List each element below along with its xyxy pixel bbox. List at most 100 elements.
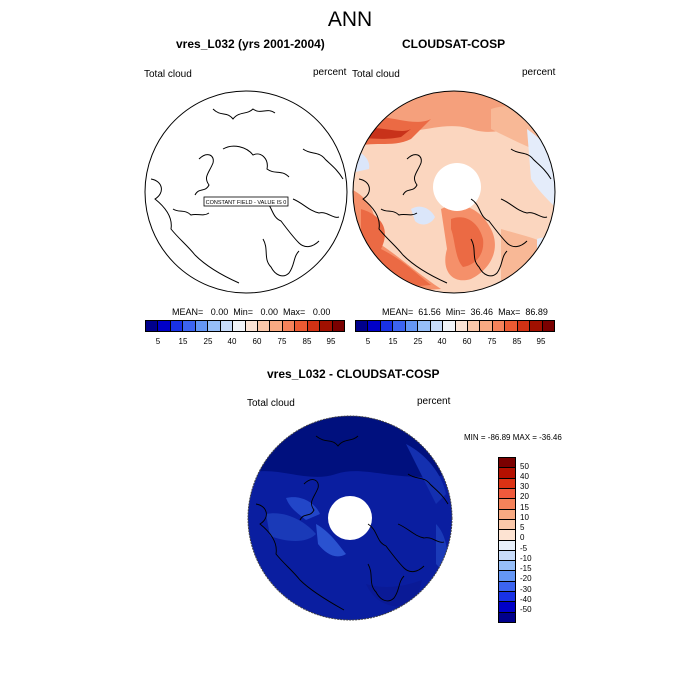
colorbar-tick-label: 85 xyxy=(302,337,312,346)
colorbar-swatch xyxy=(499,581,515,593)
colorbar-swatch xyxy=(499,550,515,562)
colorbar-swatch xyxy=(499,592,515,603)
colorbar-tick-label: 40 xyxy=(520,472,529,481)
coastline-lines xyxy=(358,148,552,284)
colorbar-tick-label: 15 xyxy=(178,337,188,346)
colorbar-swatch xyxy=(499,519,515,531)
colorbar-tick-label: -5 xyxy=(520,544,528,553)
colorbar-tick-label: 5 xyxy=(520,523,525,532)
panel-right-stats: MEAN= 61.56 Min= 36.46 Max= 86.89 xyxy=(382,307,548,317)
polar-hole xyxy=(328,496,372,540)
colorbar-tick-label: 15 xyxy=(520,503,529,512)
colorbar-swatch xyxy=(405,321,419,331)
colorbar-tick-label: 5 xyxy=(365,337,371,346)
colorbar-swatch xyxy=(443,321,456,331)
colorbar-swatch xyxy=(499,488,515,500)
colorbar-tick-label: 60 xyxy=(252,337,262,346)
colorbar-tick-label: 15 xyxy=(388,337,398,346)
colorbar-tick-label: 25 xyxy=(203,337,213,346)
colorbar-swatch xyxy=(517,321,531,331)
colorbar-swatch xyxy=(282,321,296,331)
colorbar-tick-label: 85 xyxy=(512,337,522,346)
coastline-lines xyxy=(150,108,344,284)
panel-diff-title: vres_L032 - CLOUDSAT-COSP xyxy=(267,367,440,381)
colorbar-swatch xyxy=(499,561,515,572)
colorbar-swatch xyxy=(295,321,308,331)
colorbar-swatch xyxy=(530,321,543,331)
colorbar-swatch xyxy=(158,321,171,331)
panel-left-units-label: percent xyxy=(313,67,347,78)
colorbar-tick-label: 5 xyxy=(155,337,161,346)
colorbar-swatch xyxy=(368,321,381,331)
colorbar-swatch xyxy=(418,321,431,331)
colorbar-swatch xyxy=(499,571,515,582)
colorbar-tick-label: 0 xyxy=(520,533,525,542)
colorbar-tick-label: 95 xyxy=(326,337,336,346)
panel-right-units-label: percent xyxy=(522,67,556,78)
panel-right-map xyxy=(352,90,556,294)
colorbar-swatch xyxy=(499,602,515,613)
colorbar-tick-label: 20 xyxy=(520,492,529,501)
coastline-lines xyxy=(255,435,449,611)
colorbar-tick-label: -40 xyxy=(520,595,532,604)
colorbar-tick-label: -30 xyxy=(520,585,532,594)
colorbar-swatch xyxy=(455,321,468,331)
figure-title: ANN xyxy=(327,8,373,31)
colorbar-tick-label: 50 xyxy=(520,462,529,471)
colorbar-swatch xyxy=(480,321,493,331)
constant-field-box: CONSTANT FIELD - VALUE IS 0 xyxy=(203,196,289,207)
panel-left-title: vres_L032 (yrs 2001-2004) xyxy=(176,37,325,51)
panel-left-map: CONSTANT FIELD - VALUE IS 0 xyxy=(144,90,348,294)
colorbar-tick-label: -50 xyxy=(520,605,532,614)
colorbar-swatch xyxy=(499,478,515,489)
colorbar-swatch xyxy=(393,321,406,331)
colorbar-tick-label: 60 xyxy=(462,337,472,346)
colorbar-swatch xyxy=(505,321,518,331)
panel-right-variable-label: Total cloud xyxy=(352,69,400,80)
colorbar-tick-label: 75 xyxy=(487,337,497,346)
colorbar-swatch xyxy=(380,321,394,331)
colorbar-swatch xyxy=(233,321,246,331)
colorbar-swatch xyxy=(499,612,515,622)
colorbar-tick-label: 25 xyxy=(413,337,423,346)
colorbar-swatch xyxy=(499,509,515,520)
colorbar-swatch xyxy=(257,321,271,331)
colorbar-swatch xyxy=(542,321,554,331)
colorbar-right xyxy=(355,320,555,332)
colorbar-diff xyxy=(498,457,516,623)
colorbar-swatch xyxy=(467,321,481,331)
colorbar-tick-label: 75 xyxy=(277,337,287,346)
colorbar-swatch xyxy=(195,321,209,331)
colorbar-swatch xyxy=(307,321,321,331)
colorbar-swatch xyxy=(499,499,515,510)
colorbar-swatch xyxy=(208,321,221,331)
colorbar-swatch xyxy=(170,321,184,331)
colorbar-swatch xyxy=(245,321,258,331)
colorbar-swatch xyxy=(146,321,159,331)
colorbar-tick-label: 40 xyxy=(437,337,447,346)
colorbar-swatch xyxy=(320,321,333,331)
colorbar-swatch xyxy=(499,458,515,469)
colorbar-tick-label: -15 xyxy=(520,564,532,573)
panel-diff-minmax: MIN = -86.89 MAX = -36.46 xyxy=(464,433,562,442)
panel-right-title: CLOUDSAT-COSP xyxy=(402,37,506,51)
colorbar-swatch xyxy=(270,321,283,331)
panel-diff-map xyxy=(247,415,453,621)
colorbar-tick-label: 10 xyxy=(520,513,529,522)
colorbar-left xyxy=(145,320,345,332)
colorbar-tick-label: -20 xyxy=(520,574,532,583)
panel-left-variable-label: Total cloud xyxy=(144,69,192,80)
panel-diff-units-label: percent xyxy=(417,396,451,407)
colorbar-swatch xyxy=(430,321,444,331)
constant-field-label: CONSTANT FIELD - VALUE IS 0 xyxy=(206,200,287,206)
colorbar-swatch xyxy=(332,321,344,331)
colorbar-swatch xyxy=(499,540,515,551)
polar-hole xyxy=(433,163,481,211)
colorbar-tick-label: 30 xyxy=(520,482,529,491)
colorbar-swatch xyxy=(492,321,506,331)
colorbar-tick-label: 40 xyxy=(227,337,237,346)
colorbar-swatch xyxy=(356,321,369,331)
colorbar-swatch xyxy=(220,321,234,331)
panel-diff-variable-label: Total cloud xyxy=(247,398,295,409)
colorbar-swatch xyxy=(499,530,515,541)
